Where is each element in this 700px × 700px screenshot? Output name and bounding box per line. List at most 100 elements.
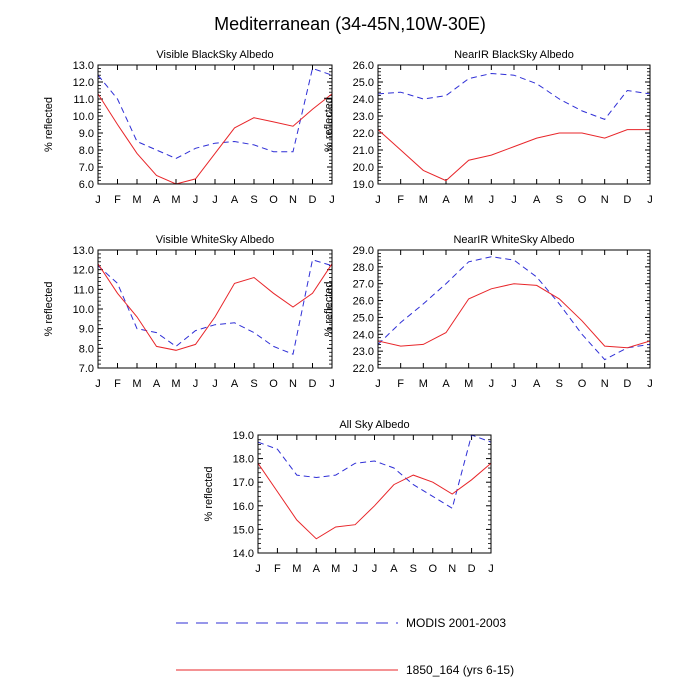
x-tick-label: J [329, 378, 335, 390]
x-tick-label: N [601, 378, 609, 390]
y-tick-label: 23.0 [353, 346, 374, 358]
x-tick-label: A [153, 378, 161, 390]
series-line-modis [377, 72, 651, 120]
x-tick-label: N [289, 194, 297, 206]
x-tick-label: A [442, 194, 450, 206]
x-tick-label: O [269, 378, 278, 390]
y-tick-label: 24.0 [353, 329, 374, 341]
y-tick-label: 8.0 [79, 343, 94, 355]
y-tick-label: 12.0 [73, 77, 94, 89]
x-tick-label: J [212, 194, 218, 206]
x-tick-label: J [647, 194, 653, 206]
x-tick-label: A [153, 194, 161, 206]
x-tick-label: M [464, 378, 473, 390]
x-tick-label: M [419, 378, 428, 390]
series-line-modis [97, 67, 333, 160]
x-tick-label: J [255, 563, 261, 575]
x-tick-label: M [171, 378, 180, 390]
y-tick-label: 7.0 [79, 363, 94, 375]
y-axis-label: % reflected [323, 281, 335, 336]
plot-frame [97, 64, 333, 185]
y-tick-label: 15.0 [233, 524, 254, 536]
series-line-modis [377, 256, 651, 361]
y-axis-label: % reflected [203, 466, 215, 521]
x-tick-label: A [313, 563, 321, 575]
panel-1: Visible BlackSky Albedo % reflected 6.0 7.0… [43, 49, 335, 206]
x-tick-label: S [250, 194, 257, 206]
y-tick-label: 21.0 [353, 145, 374, 157]
x-tick-label: A [442, 378, 450, 390]
x-tick-label: M [171, 194, 180, 206]
panel-5: All Sky Albedo % reflected 14.0 15.0 16.0 17.… [203, 419, 494, 575]
legend: MODIS 2001-2003 1850_164 (yrs 6-15) [176, 616, 514, 677]
y-tick-label: 25.0 [353, 77, 374, 89]
x-tick-label: S [250, 378, 257, 390]
plot-frame [377, 249, 651, 369]
legend-label-model: 1850_164 (yrs 6-15) [406, 663, 514, 677]
x-tick-label: A [231, 194, 239, 206]
x-tick-label: N [289, 378, 297, 390]
x-tick-label: J [95, 194, 101, 206]
x-tick-label: J [352, 563, 358, 575]
panel-title: NearIR BlackSky Albedo [454, 49, 574, 61]
y-tick-label: 9.0 [79, 324, 94, 336]
y-tick-label: 19.0 [353, 179, 374, 191]
x-tick-label: J [647, 378, 653, 390]
y-tick-label: 25.0 [353, 312, 374, 324]
x-tick-label: J [375, 378, 381, 390]
x-tick-label: A [231, 378, 239, 390]
x-tick-label: S [556, 378, 563, 390]
y-tick-label: 22.0 [353, 363, 374, 375]
figure-title: Mediterranean (34-45N,10W-30E) [214, 14, 486, 34]
y-tick-label: 6.0 [79, 179, 94, 191]
x-tick-label: F [114, 194, 121, 206]
x-tick-label: M [419, 194, 428, 206]
y-tick-label: 19.0 [233, 430, 254, 442]
y-tick-label: 20.0 [353, 162, 374, 174]
series-line-modis [97, 259, 333, 355]
legend-label-modis: MODIS 2001-2003 [406, 616, 506, 630]
y-axis-label: % reflected [323, 97, 335, 152]
y-tick-label: 17.0 [233, 477, 254, 489]
x-tick-label: O [269, 194, 278, 206]
x-tick-label: F [274, 563, 281, 575]
x-tick-label: M [464, 194, 473, 206]
x-tick-label: A [390, 563, 398, 575]
x-tick-label: M [132, 194, 141, 206]
panel-4: NearIR WhiteSky Albedo % reflected 22.0 23.… [323, 234, 653, 390]
y-tick-label: 23.0 [353, 111, 374, 123]
x-tick-label: F [397, 194, 404, 206]
y-tick-label: 27.0 [353, 279, 374, 291]
series-line-modis [257, 434, 492, 509]
y-tick-label: 22.0 [353, 128, 374, 140]
x-tick-label: S [410, 563, 417, 575]
panel-2: NearIR BlackSky Albedo % reflected 19.0 20.… [323, 49, 653, 206]
x-tick-label: J [511, 378, 517, 390]
x-tick-label: J [511, 194, 517, 206]
series-line-model [257, 462, 492, 540]
y-tick-label: 13.0 [73, 245, 94, 257]
y-tick-label: 26.0 [353, 60, 374, 72]
y-tick-label: 11.0 [73, 284, 94, 296]
plot-frame [257, 434, 492, 554]
series-line-model [97, 263, 333, 351]
y-tick-label: 13.0 [73, 60, 94, 72]
y-tick-label: 16.0 [233, 501, 254, 513]
y-axis-label: % reflected [43, 281, 55, 336]
x-tick-label: S [556, 194, 563, 206]
y-tick-label: 24.0 [353, 94, 374, 106]
x-tick-label: J [372, 563, 378, 575]
x-tick-label: D [623, 378, 631, 390]
x-tick-label: A [533, 194, 541, 206]
x-tick-label: N [448, 563, 456, 575]
x-tick-label: J [193, 378, 199, 390]
y-tick-label: 10.0 [73, 111, 94, 123]
panel-title: All Sky Albedo [339, 419, 409, 431]
x-tick-label: O [428, 563, 437, 575]
x-tick-label: A [533, 378, 541, 390]
y-tick-label: 9.0 [79, 128, 94, 140]
panel-title: Visible WhiteSky Albedo [156, 234, 274, 246]
x-tick-label: N [601, 194, 609, 206]
x-tick-label: D [623, 194, 631, 206]
y-tick-label: 10.0 [73, 304, 94, 316]
